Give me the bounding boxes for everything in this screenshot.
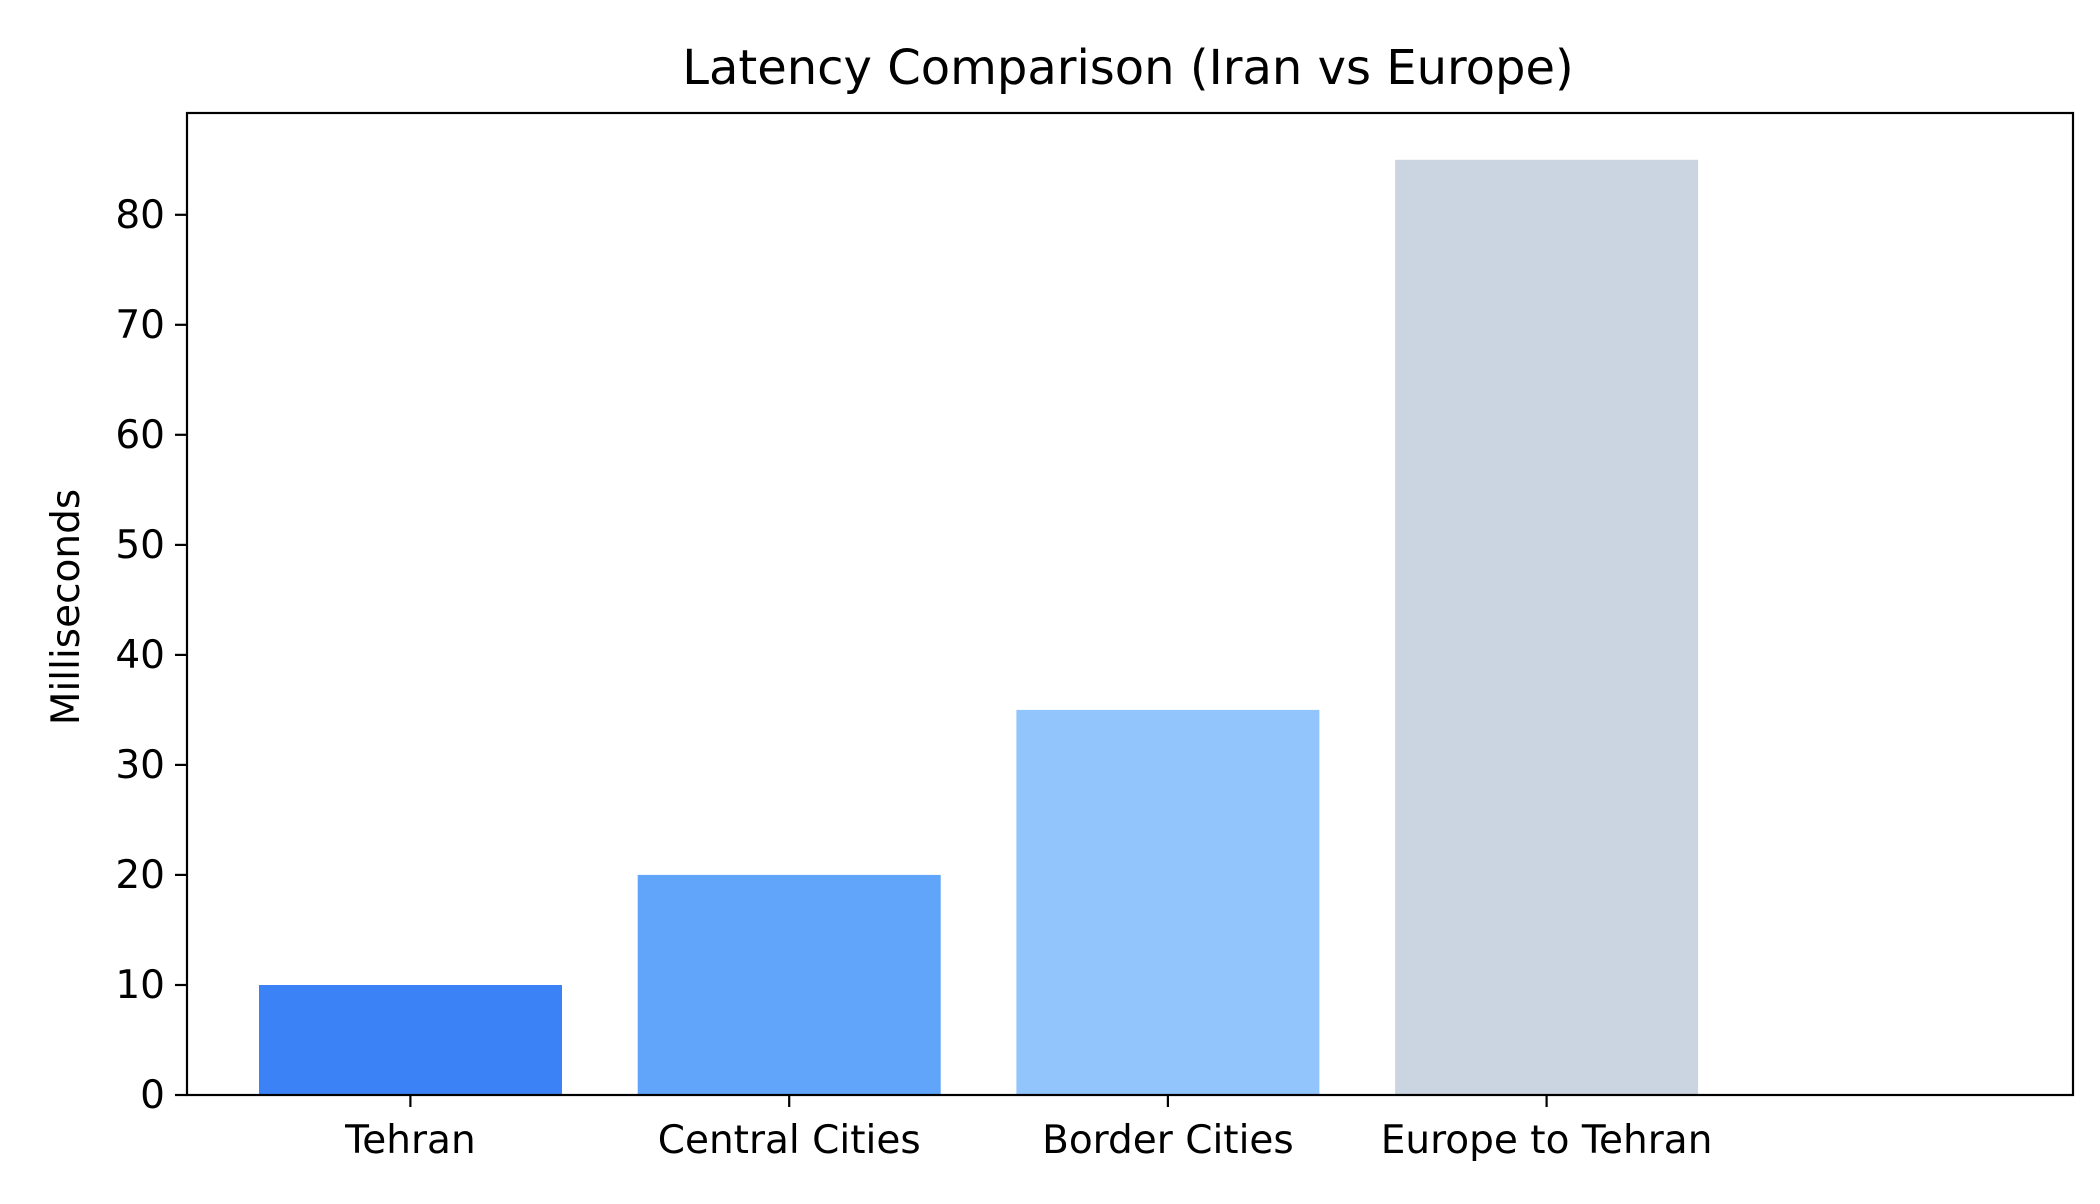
plot-area: 0 10 20 30 40 50 60 70 80 Tehran Central Cities Bor… — [115, 111, 2075, 1163]
x-tick-label: Central Cities — [658, 1118, 921, 1163]
x-tick-label: Border Cities — [1042, 1118, 1294, 1163]
y-tick-label: 60 — [115, 413, 165, 458]
y-axis-label: Milliseconds — [44, 489, 89, 725]
bar-tehran — [259, 985, 562, 1095]
y-tick-label: 20 — [115, 853, 165, 898]
x-tick-label: Tehran — [344, 1118, 476, 1163]
y-tick-label: 50 — [115, 523, 165, 568]
bar-europe-to-tehran — [1395, 159, 1699, 1096]
y-tick-label: 10 — [115, 963, 165, 1008]
y-tick-label: 80 — [115, 193, 165, 238]
y-tick-label: 40 — [115, 633, 165, 678]
y-tick-label: 30 — [115, 743, 165, 788]
chart-title: Latency Comparison (Iran vs Europe) — [682, 40, 1574, 96]
bar-border-cities — [1016, 709, 1320, 1095]
y-tick-label: 0 — [140, 1073, 165, 1118]
plot-frame — [185, 111, 2075, 1097]
y-tick-label: 70 — [115, 303, 165, 348]
x-tick-label: Europe to Tehran — [1381, 1118, 1713, 1163]
bar-central-cities — [637, 874, 941, 1095]
